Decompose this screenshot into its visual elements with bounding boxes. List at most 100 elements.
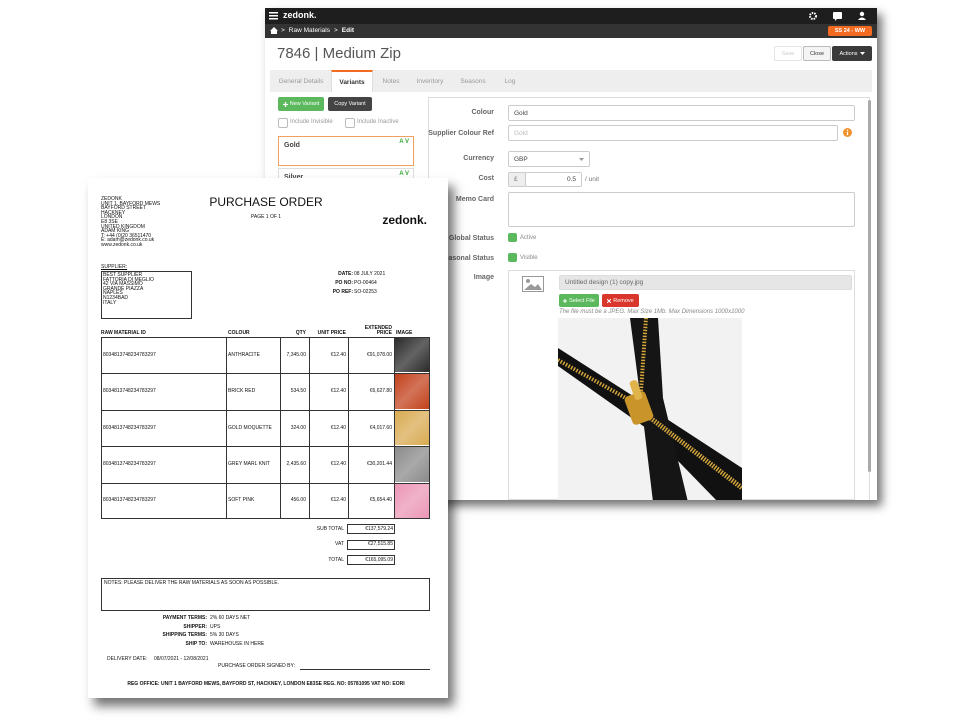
cell: 8034813748234783297 — [103, 351, 156, 358]
supplier-ref-input[interactable]: Gold — [508, 125, 838, 141]
save-button[interactable]: Save — [774, 46, 802, 61]
cell: 8034813748234783297 — [103, 388, 156, 395]
supplier-line: FATTORIA DI MEGLIO — [103, 276, 154, 283]
total-value: €165,095.09 — [365, 556, 393, 563]
cell: 2,435.60 — [286, 460, 306, 467]
swatch-image — [395, 410, 429, 446]
breadcrumb-separator: > — [333, 27, 338, 34]
close-button[interactable]: Close — [803, 46, 831, 61]
status-value: Active — [520, 235, 537, 241]
season-badge[interactable]: SS 24 - WW — [828, 26, 872, 36]
company-line: HACKNEY — [101, 209, 126, 216]
column-header: UNIT PRICE — [317, 330, 346, 336]
row-line — [101, 446, 430, 448]
remove-button[interactable]: Remove — [602, 294, 639, 307]
select-file-button[interactable]: Select File — [559, 294, 599, 307]
cell: €12.40 — [330, 424, 346, 431]
field-label: Cost — [478, 175, 494, 182]
term-label: PAYMENT TERMS: — [162, 615, 207, 621]
supplier-line: BEST SUPPLIER — [103, 272, 143, 278]
total-label: VAT — [335, 541, 344, 547]
menu-icon[interactable] — [269, 11, 278, 20]
cell: BRICK RED — [228, 388, 256, 395]
cost-prefix: £ — [508, 172, 526, 187]
cell: ANTHRACITE — [228, 351, 260, 358]
tab[interactable]: General Details — [278, 77, 324, 85]
supplier-line: N1234BAD — [103, 295, 129, 301]
scrollbar[interactable] — [868, 100, 871, 472]
company-line: LONDON — [101, 214, 123, 221]
tab[interactable]: Seasons — [460, 77, 486, 85]
company-line: UNIT 1, BAYFORD MEWS — [101, 200, 161, 207]
meta-label: DATE: — [338, 271, 353, 277]
column-header: IMAGE — [396, 330, 413, 336]
brand[interactable]: zedonk. — [283, 10, 317, 20]
field-label: Colour — [471, 109, 494, 116]
cell: €12.40 — [330, 497, 346, 504]
cost-suffix: / unit — [585, 176, 600, 183]
cell: €6,627.80 — [369, 388, 392, 395]
tab[interactable]: Variants — [331, 70, 373, 92]
checkbox[interactable] — [278, 118, 288, 128]
field-label: Currency — [463, 155, 494, 162]
term-label: SHIPPER: — [183, 623, 207, 630]
remove-label: Remove — [613, 297, 634, 304]
copy-variant-button[interactable]: Copy Variant — [328, 97, 372, 111]
select-file-label: Select File — [569, 297, 595, 304]
caret — [859, 52, 865, 55]
cell: €5,654.40 — [369, 497, 392, 504]
tab[interactable]: Inventory — [416, 77, 444, 85]
filter-label: Include Inactive — [357, 119, 399, 125]
colour-input[interactable]: Gold — [508, 105, 855, 121]
cell: GOLD MOQUETTE — [228, 424, 272, 431]
tab[interactable]: Log — [504, 77, 516, 85]
swatch-image — [395, 374, 429, 409]
po-logo: zedonk. — [382, 213, 427, 227]
home-icon[interactable] — [270, 27, 278, 34]
column-header: EXTENDED PRICE — [364, 325, 392, 336]
breadcrumb-bar: > Raw Materials > Edit SS 24 - WW — [265, 24, 877, 38]
swatch-image — [395, 447, 429, 482]
tab-bar — [270, 70, 872, 92]
cell: €12.40 — [330, 351, 346, 358]
column-line — [309, 337, 310, 519]
memo-textarea[interactable] — [508, 192, 855, 227]
term-value: 5% 30 DAYS — [210, 632, 239, 639]
new-variant-label: New Variant — [289, 101, 320, 107]
variant-card[interactable]: Gold A V — [278, 136, 414, 166]
checkbox-checked[interactable] — [508, 233, 517, 242]
actions-button[interactable]: Actions — [832, 46, 872, 61]
row-line — [101, 373, 430, 375]
cell: 8034813748234783297 — [103, 497, 156, 504]
total-label: SUB TOTAL — [316, 525, 344, 532]
field-label: Supplier Colour Ref — [428, 130, 494, 137]
total-box — [347, 524, 395, 534]
breadcrumb-item[interactable]: Raw Materials — [288, 27, 330, 34]
purchase-order-document: PURCHASE ORDER PAGE 1 OF 1 zedonk. SUPPL… — [88, 178, 448, 698]
page-title: 7846 | Medium Zip — [277, 45, 401, 62]
top-icons[interactable] — [809, 11, 869, 21]
cell: €4,017.60 — [369, 424, 392, 431]
breadcrumb-separator: > — [281, 27, 285, 34]
info-icon[interactable] — [843, 128, 852, 137]
cell: SOFT PINK — [228, 497, 255, 504]
currency-select[interactable]: GBP — [508, 151, 590, 167]
tab[interactable]: Notes — [382, 77, 400, 85]
company-line: www.zedonk.co.uk — [101, 242, 143, 248]
cell: 456.00 — [290, 497, 306, 504]
cost-input[interactable]: 0.5 — [525, 172, 582, 187]
checkbox-checked[interactable] — [508, 253, 517, 262]
total-box — [347, 539, 395, 550]
cell: 534.50 — [290, 388, 306, 395]
cell: 324.00 — [290, 424, 306, 431]
meta-label: PO REF: — [332, 289, 353, 295]
column-line — [280, 337, 281, 519]
row-line — [101, 409, 430, 411]
supplier-line: GRANDE PIAZZA — [103, 285, 144, 292]
delivery-label: DELIVERY DATE: — [107, 656, 148, 662]
new-variant-button[interactable]: New Variant — [278, 97, 324, 111]
swatch-image — [395, 483, 429, 518]
checkbox[interactable] — [345, 118, 355, 128]
breadcrumb: > Raw Materials > Edit — [281, 27, 354, 34]
